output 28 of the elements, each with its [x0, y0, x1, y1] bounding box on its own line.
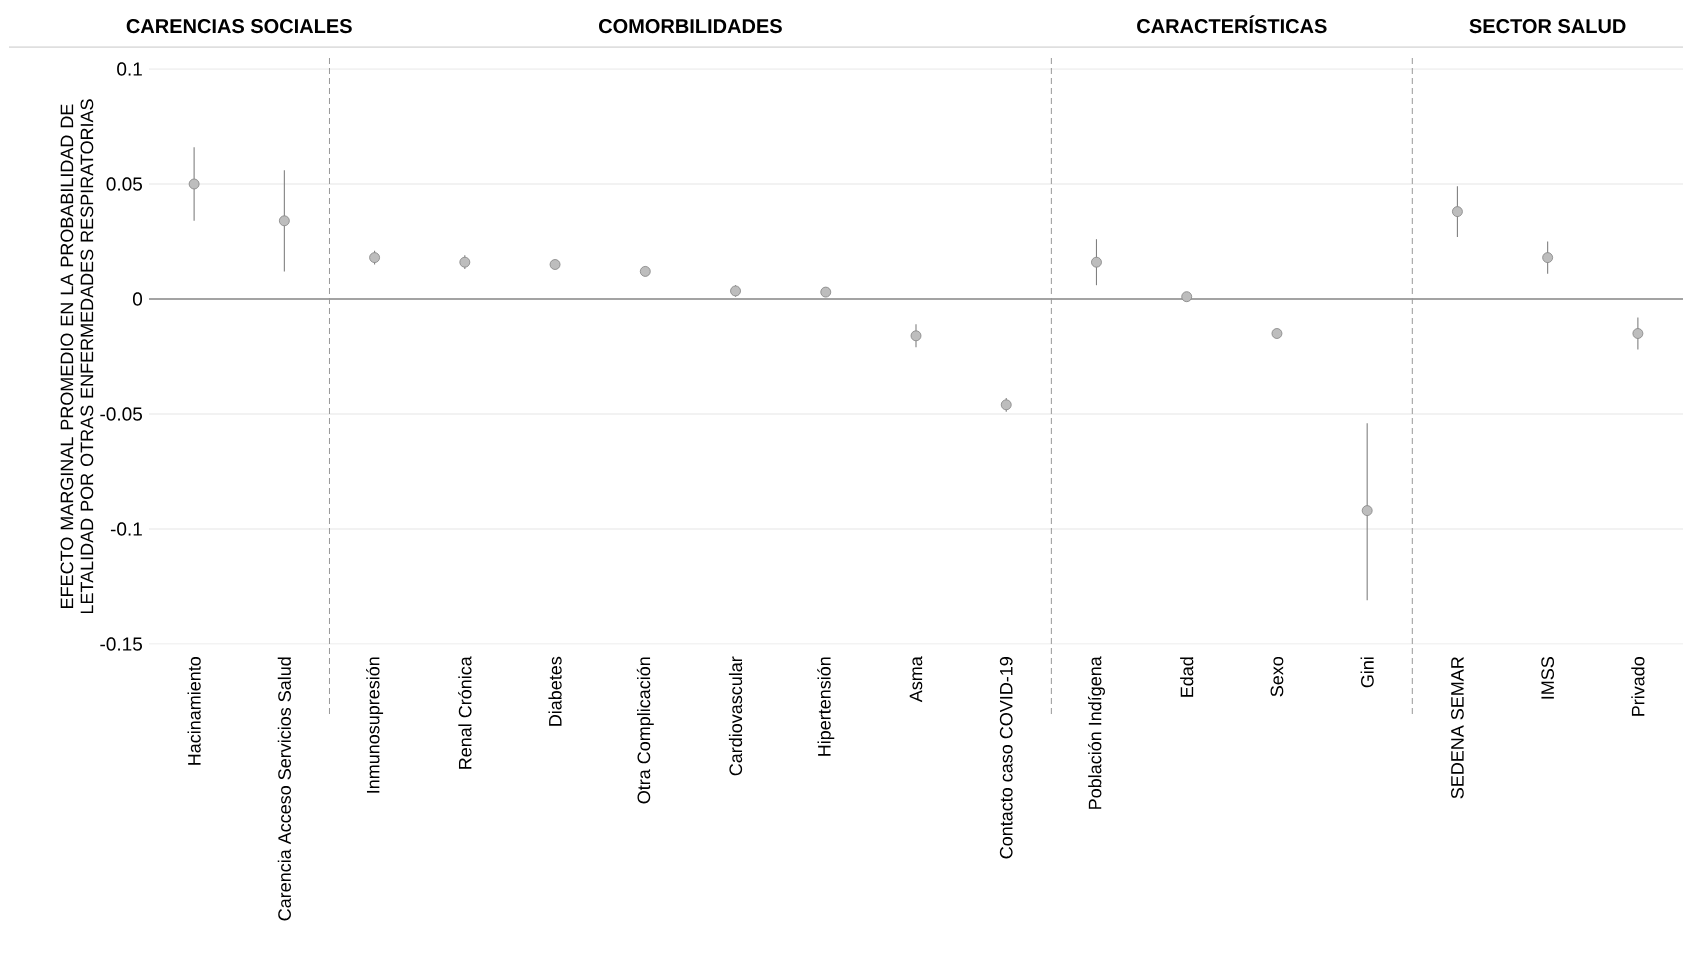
x-tick-label: Hipertensión	[817, 657, 835, 756]
text: COMORBILIDADES	[599, 19, 782, 34]
y-axis-title: EFECTO MARGINAL PROMEDIO EN LA PROBABILIDAD DE LETALIDAD POR OTRAS ENFERMEDADES RESPIRATORIAS	[60, 99, 94, 614]
x-tick-label: Cardiovascular	[728, 656, 743, 776]
x-tick-label: Sexo	[1270, 656, 1284, 697]
x-tick-label: Gini	[1360, 657, 1374, 688]
x-tick-label: Diabetes	[548, 656, 562, 726]
x-tick-label: Asma	[909, 656, 923, 703]
x-tick-label: Renal Crónica	[458, 656, 472, 769]
x-tick-label: IMSS	[1541, 657, 1555, 699]
text: CARENCIAS SOCIALES	[126, 19, 352, 34]
x-tick-label: Edad	[1180, 657, 1194, 697]
x-tick-label: Inmunosupresión	[366, 657, 384, 793]
y-tick-label: 0.05	[106, 177, 142, 191]
x-tick-label: Privado	[1631, 656, 1645, 716]
x-tick-label: SEDENA SEMAR	[1451, 657, 1464, 799]
y-tick-label: -0.15	[100, 637, 142, 651]
x-tick-label: Otra Complicación	[636, 657, 654, 804]
text: SECTOR SALUD	[1469, 19, 1626, 34]
x-tick-label: Contacto caso COVID-19	[999, 657, 1013, 859]
y-tick-label: 0.1	[117, 62, 142, 76]
y-tick-label: -0.1	[110, 522, 142, 536]
y-tick-label: -0.05	[100, 407, 142, 421]
x-tick-label: Población Indígena	[1087, 656, 1105, 809]
x-tick-label: Hacinamiento	[187, 656, 201, 765]
text: CARACTERÍSTICAS	[1137, 15, 1327, 34]
y-tick-label: 0	[132, 292, 143, 306]
x-tick-label: Carencia Acceso Servicios Salud	[277, 657, 291, 921]
